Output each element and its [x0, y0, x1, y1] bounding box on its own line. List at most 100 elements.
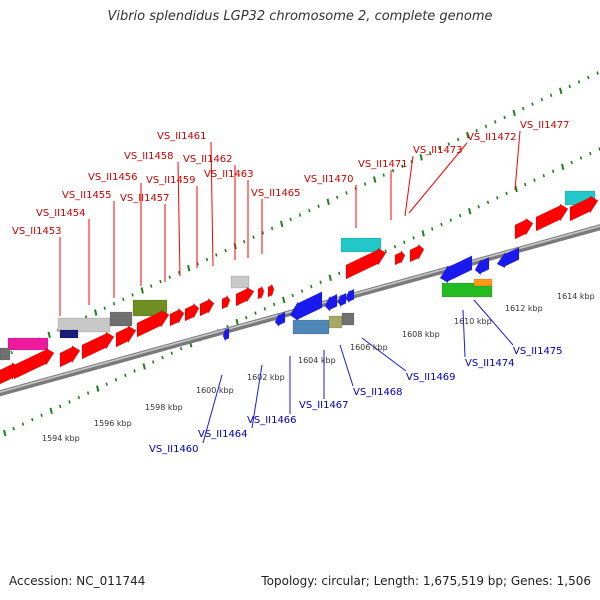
tick-mark — [59, 404, 62, 409]
scale-label: 1596 kbp — [94, 419, 132, 428]
gene-block-gray — [0, 347, 11, 361]
scale-label: 1600 kbp — [196, 386, 234, 395]
scale-label: 1602 kbp — [247, 373, 285, 382]
lower-gene-label: VS_II1469 — [406, 372, 456, 383]
upper-gene-label: VS_II1461 — [157, 131, 207, 142]
tick-mark — [505, 191, 508, 196]
gene-arrow-red — [221, 294, 231, 310]
tick-mark — [252, 235, 255, 239]
tick-mark — [282, 296, 286, 304]
tick-mark — [114, 378, 118, 382]
tick-mark — [150, 284, 153, 288]
tick-mark — [345, 191, 348, 195]
upper-gene-label: VS_II1455 — [62, 190, 112, 201]
tick-mark — [94, 309, 98, 316]
gene-arrow-red — [535, 203, 569, 232]
tick-mark — [456, 137, 460, 142]
upper-gene-label: VS_II1465 — [251, 188, 301, 199]
tick-mark — [168, 275, 171, 279]
tick-mark — [270, 226, 274, 231]
tick-mark — [215, 253, 218, 257]
gene-arrow-red — [514, 217, 534, 240]
upper-gene-label: VS_II1453 — [12, 226, 62, 237]
tick-mark — [403, 240, 406, 244]
tick-mark — [112, 302, 116, 306]
gene-block-magenta — [7, 337, 49, 351]
upper-gene-label: VS_II1459 — [146, 175, 196, 186]
gene-block-lightgray — [230, 275, 250, 289]
gene-arrow-red — [394, 249, 406, 266]
tick-mark — [105, 382, 108, 386]
scale-labels: 1594 kbp 1596 kbp 1598 kbp 1600 kbp 1602 kbp… — [42, 292, 595, 443]
tick-mark — [401, 164, 404, 168]
tick-mark — [568, 84, 571, 89]
gene-arrow-blue — [324, 293, 338, 312]
upper-gene-label: VS_II1456 — [88, 172, 138, 183]
tick-mark — [338, 271, 341, 276]
tick-mark — [419, 154, 423, 161]
tick-mark — [373, 176, 377, 183]
tick-mark — [310, 284, 313, 289]
tick-mark — [179, 347, 183, 351]
tick-mark — [245, 315, 248, 320]
tick-mark — [336, 195, 339, 200]
tick-mark — [363, 182, 367, 186]
tick-mark — [10, 350, 13, 355]
tick-mark — [468, 207, 472, 215]
tick-mark — [187, 265, 191, 272]
tick-mark — [391, 168, 395, 173]
tick-mark — [596, 71, 599, 75]
figure-title: Vibrio splendidus LGP32 chromosome 2, co… — [107, 9, 493, 24]
tick-mark — [579, 156, 583, 160]
gene-labels: VS_II1453 VS_II1454 VS_II1455 VS_II1456 VS_I… — [12, 120, 570, 455]
gene-arrow-red — [169, 307, 185, 327]
lower-gene-label: VS_II1464 — [198, 429, 248, 440]
tick-mark — [263, 307, 266, 311]
tick-mark — [131, 293, 134, 297]
tick-mark — [140, 287, 144, 294]
upper-leader-line — [514, 130, 521, 191]
tick-mark — [224, 248, 227, 253]
tick-mark — [447, 142, 450, 146]
gene-block-olive — [132, 299, 168, 317]
gene-arrow-blue — [496, 247, 520, 269]
lower-gene-label: VS_II1474 — [465, 358, 515, 369]
gene-arrow-red — [257, 285, 265, 300]
lower-gene-label: VS_II1467 — [299, 400, 349, 411]
gene-arrow-red — [267, 283, 275, 298]
tick-mark — [40, 413, 43, 417]
gene-arrow-red — [13, 347, 55, 380]
lower-leader-line — [473, 299, 514, 346]
tick-mark — [280, 220, 284, 228]
tick-mark — [3, 429, 7, 437]
tick-mark — [458, 213, 462, 218]
lower-leader-line — [339, 344, 354, 387]
tick-mark — [486, 200, 490, 205]
tick-mark — [289, 217, 292, 222]
upper-gene-label: VS_II1458 — [124, 151, 174, 162]
lower-gene-label: VS_II1460 — [149, 444, 199, 455]
gene-block-orange — [473, 278, 493, 287]
gene-block-darkgray — [341, 312, 355, 326]
tick-mark — [291, 293, 294, 298]
tick-mark — [103, 306, 106, 310]
upper-leader-line — [408, 142, 468, 214]
gene-arrow-blue — [474, 256, 490, 276]
scale-label: 1614 kbp — [557, 292, 595, 301]
tick-mark — [587, 75, 590, 80]
genome-summary-text: Topology: circular; Length: 1,675,519 bp… — [261, 574, 591, 588]
gene-arrow-blue — [222, 327, 230, 342]
tick-mark — [142, 363, 146, 370]
tick-mark — [496, 196, 499, 200]
tick-mark — [533, 178, 536, 182]
tick-mark — [77, 395, 80, 400]
gene-block-navy — [59, 329, 79, 339]
tick-mark — [170, 351, 173, 355]
tick-mark — [551, 169, 555, 173]
tick-mark — [522, 106, 525, 111]
tick-mark — [477, 205, 480, 209]
tick-mark — [308, 208, 311, 213]
tick-mark — [512, 109, 516, 117]
tick-mark — [393, 244, 397, 249]
